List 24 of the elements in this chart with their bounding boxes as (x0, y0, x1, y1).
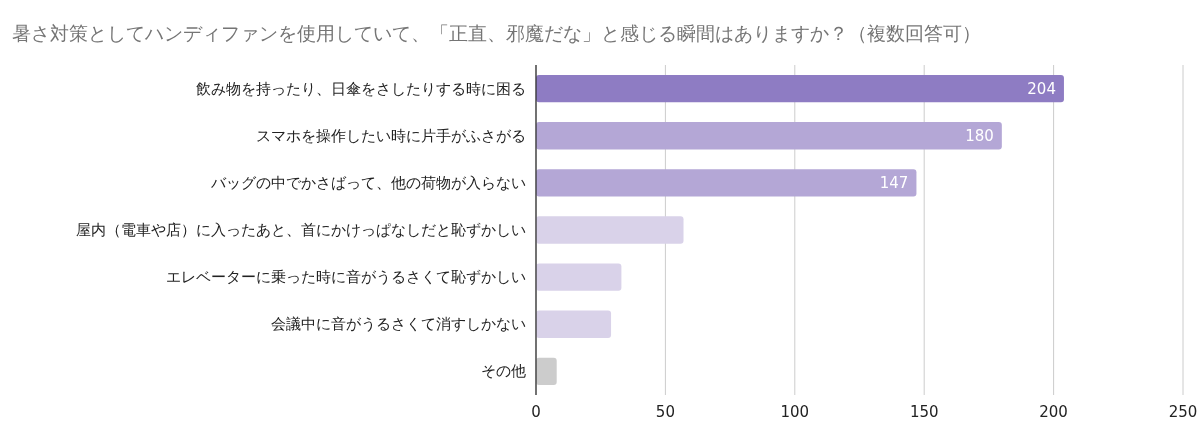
x-tick-label: 100 (780, 403, 810, 421)
bar (536, 310, 612, 338)
x-tick-label: 0 (531, 403, 541, 421)
bar (536, 169, 917, 197)
bar (536, 74, 1064, 103)
bar (536, 263, 622, 291)
y-tick-label: その他 (481, 362, 526, 381)
data-label: 180 (965, 126, 994, 145)
data-label: 204 (1027, 79, 1056, 98)
y-tick-label: エレベーターに乗った時に音がうるさくて恥ずかしい (166, 268, 526, 287)
chart-title: 暑さ対策としてハンディファンを使用していて、「正直、邪魔だな」と感じる瞬間はありますか？（複数回答可） (12, 22, 981, 44)
y-tick-label: バッグの中でかさばって、他の荷物が入らない (210, 173, 526, 192)
y-tick-label: 会議中に音がうるさくて消すしかない (271, 315, 526, 334)
x-tick-label: 150 (909, 403, 939, 421)
y-tick-label: 飲み物を持ったり、日傘をさしたりする時に困る (196, 79, 526, 98)
bar (536, 357, 557, 386)
x-tick-label: 200 (1039, 403, 1068, 421)
bar (536, 122, 1002, 150)
bar (536, 216, 684, 244)
x-tick-label: 50 (655, 403, 675, 421)
x-tick-label: 250 (1168, 403, 1198, 421)
y-tick-label: スマホを操作したい時に片手がふさがる (256, 126, 526, 145)
data-label: 147 (879, 173, 909, 192)
y-tick-label: 屋内（電車や店）に入ったあと、首にかけっぱなしだと恥ずかしい (76, 221, 526, 239)
